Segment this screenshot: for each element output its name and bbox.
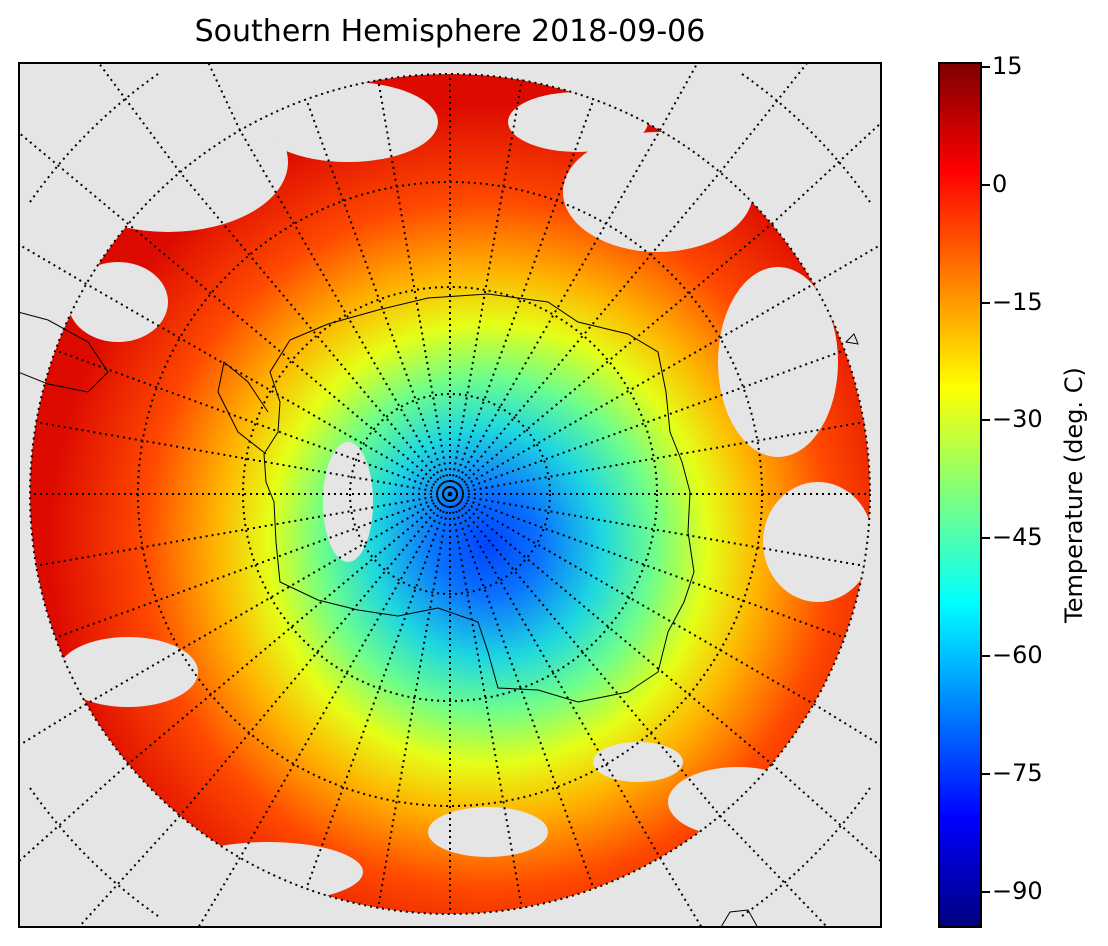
colorbar-tick	[982, 773, 990, 775]
colorbar-label: Temperature (deg. C)	[1060, 367, 1088, 623]
colorbar-tick	[982, 891, 990, 893]
colorbar-tick-label: 15	[992, 52, 1023, 80]
colorbar-tick	[982, 419, 990, 421]
colorbar-tick	[982, 537, 990, 539]
map-panel	[18, 62, 882, 928]
colorbar-tick-label: −90	[992, 877, 1043, 905]
graticule	[18, 62, 882, 928]
colorbar-tick	[982, 184, 990, 186]
colorbar-tick	[982, 66, 990, 68]
map-title: Southern Hemisphere 2018-09-06	[194, 14, 706, 49]
colorbar-tick-label: 0	[992, 170, 1008, 198]
map-frame-border	[18, 62, 882, 928]
colorbar-tick-label: −45	[992, 523, 1043, 551]
colorbar-tick-label: −30	[992, 405, 1043, 433]
colorbar	[938, 62, 982, 928]
antarctica-coastline	[18, 293, 859, 928]
colorbar-tick	[982, 655, 990, 657]
colorbar-tick-label: −75	[992, 759, 1043, 787]
colorbar-tick	[982, 302, 990, 304]
colorbar-tick-label: −60	[992, 641, 1043, 669]
colorbar-tick-label: −15	[992, 288, 1043, 316]
polar-map	[18, 62, 882, 928]
